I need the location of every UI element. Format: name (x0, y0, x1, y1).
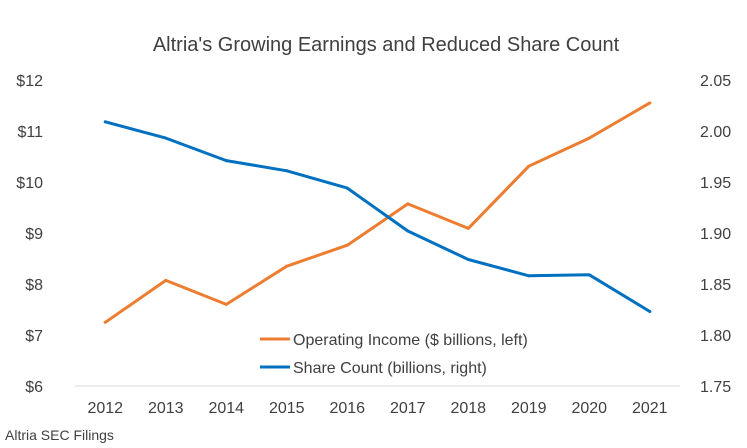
x-tick-label: 2015 (269, 400, 305, 417)
right-tick-label: 1.85 (700, 277, 731, 294)
x-axis: 2012 2013 2014 2015 2016 2017 2018 2019 2020 2021 (87, 400, 667, 417)
left-tick-label: $11 (17, 124, 43, 141)
series-1-point (164, 278, 168, 282)
right-tick-label: 2.00 (700, 124, 731, 141)
series-line-2 (103, 120, 652, 313)
left-tick-label: $6 (25, 379, 43, 396)
series-1-point (587, 136, 591, 140)
series-1-point (345, 243, 349, 247)
right-tick-label: 1.90 (700, 226, 731, 243)
right-tick-label: 1.80 (700, 328, 731, 345)
series-1-point (103, 320, 107, 324)
series-2-point (164, 136, 168, 140)
left-tick-label: $12 (16, 73, 43, 90)
x-tick-label: 2013 (148, 400, 184, 417)
left-tick-label: $8 (25, 277, 43, 294)
left-tick-label: $10 (16, 175, 43, 192)
x-tick-label: 2017 (390, 400, 426, 417)
series-line-1 (103, 101, 652, 324)
legend-label: Operating Income ($ billions, left) (293, 332, 528, 349)
right-tick-label: 1.95 (700, 175, 731, 192)
series-2-point (527, 274, 531, 278)
right-tick-label: 1.75 (700, 379, 731, 396)
series-2-point (224, 159, 228, 163)
legend-label: Share Count (billions, right) (293, 360, 487, 377)
x-tick-label: 2016 (329, 400, 365, 417)
series-1-point (527, 164, 531, 168)
series-2-point (285, 169, 289, 173)
x-tick-label: 2018 (450, 400, 486, 417)
series-2-point (466, 258, 470, 262)
series-1-point (406, 202, 410, 206)
x-tick-label: 2019 (511, 400, 547, 417)
chart-title: Altria's Growing Earnings and Reduced Sh… (153, 34, 620, 56)
series-2-point (587, 273, 591, 277)
series-2-point (406, 229, 410, 233)
right-axis: 1.75 1.80 1.85 1.90 1.95 2.00 2.05 (700, 73, 731, 396)
x-tick-label: 2014 (208, 400, 244, 417)
series-1-point (466, 226, 470, 230)
left-tick-label: $9 (25, 226, 43, 243)
left-tick-label: $7 (25, 328, 43, 345)
series-2-point (103, 120, 107, 124)
series-1-point (224, 302, 228, 306)
series-2-point (648, 310, 652, 314)
series-2-point (345, 186, 349, 190)
x-tick-label: 2020 (571, 400, 607, 417)
x-tick-label: 2012 (87, 400, 123, 417)
x-tick-label: 2021 (632, 400, 668, 417)
source-note: Altria SEC Filings (5, 427, 114, 443)
series-1-point (648, 101, 652, 105)
series-layer (103, 101, 652, 324)
series-1-point (285, 264, 289, 268)
legend: Operating Income ($ billions, left) Share… (260, 332, 528, 377)
left-axis: $6 $7 $8 $9 $10 $11 $12 (16, 73, 43, 396)
right-tick-label: 2.05 (700, 73, 731, 90)
